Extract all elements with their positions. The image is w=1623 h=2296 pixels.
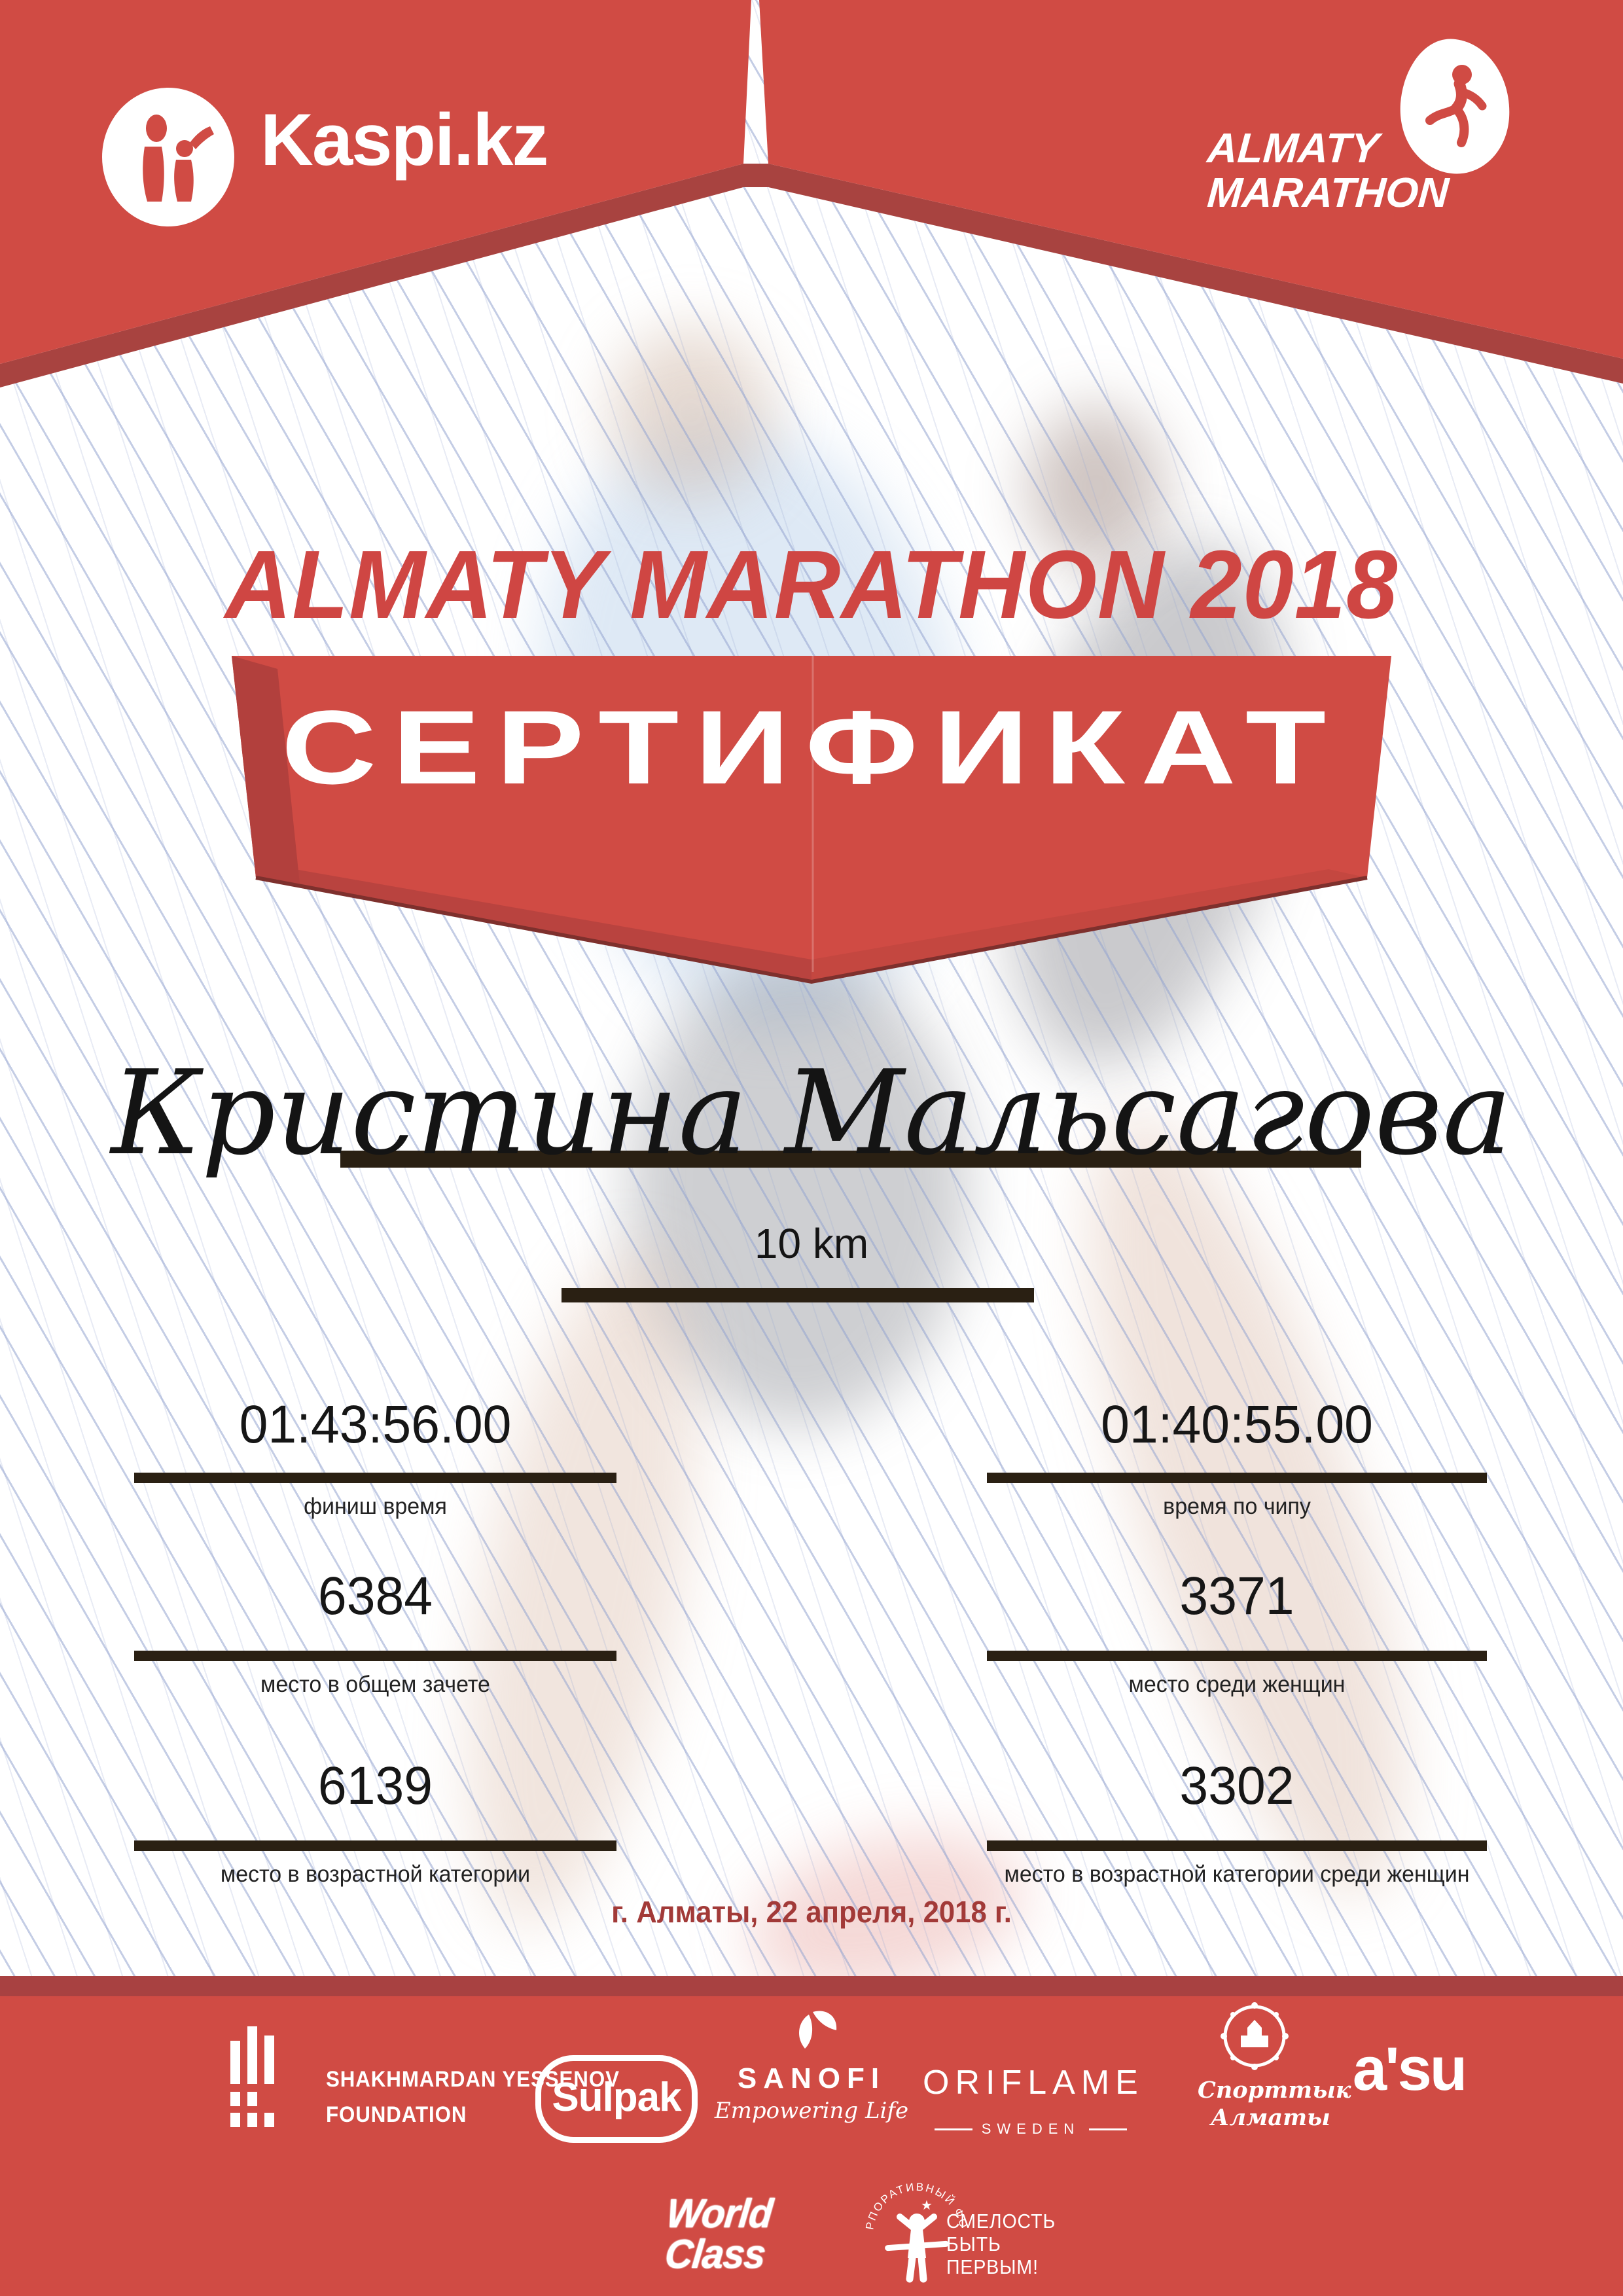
footer-shadow-strip (0, 1976, 1623, 1996)
chip-time-label: время по чипу (1163, 1494, 1311, 1519)
corporate-fund-logo-icon: КОРПОРАТИВНЫЙ ФОНД ★ (859, 2166, 969, 2283)
world-class-logo-text: World Class (662, 2191, 775, 2277)
sanofi-bird-icon (799, 2011, 837, 2049)
age-place-label: место в возрастной категории (220, 1861, 531, 1887)
recipient-name: Кристина Мальсагова (111, 1045, 1512, 1181)
distance-underline-bar (562, 1288, 1034, 1302)
sport-almaty-text-line1: Спорттык (1198, 2077, 1351, 2104)
certificate-ribbon-shape (232, 656, 1391, 984)
oriflame-logo-text: ORIFLAME (923, 2064, 1144, 2102)
fund-star-icon: ★ (921, 2198, 933, 2213)
almaty-marathon-egg-icon (1400, 39, 1510, 174)
certificate-ribbon-label: СЕРТИФИКАТ (281, 689, 1342, 806)
yessenov-foundation-name-line2: FOUNDATION (326, 2102, 467, 2127)
sanofi-tagline: Empowering Life (714, 2098, 909, 2124)
fund-tagline-line2: БЫТЬ (946, 2233, 1001, 2255)
fund-tagline-line3: ПЕРВЫМ! (946, 2255, 1039, 2278)
oriflame-sweden-text: SWEDEN (981, 2121, 1080, 2137)
oriflame-sweden-row: SWEDEN (923, 2121, 1139, 2138)
almaty-marathon-logo-line1: ALMATY (1205, 124, 1381, 171)
kaspi-logo-icon (102, 88, 234, 226)
kaspi-logo-text: Kaspi.kz (260, 99, 548, 181)
age-women-place-underline-bar (987, 1840, 1487, 1851)
asu-logo-text: a'su (1352, 2034, 1467, 2103)
sulpak-logo-text: Sulpak (552, 2075, 681, 2120)
oriflame-rule-left (934, 2128, 972, 2130)
women-place-value: 3371 (1179, 1566, 1294, 1626)
sport-almaty-text-line2: Алматы (1211, 2104, 1330, 2131)
name-underline-bar (340, 1151, 1361, 1168)
chip-time-underline-bar (987, 1473, 1487, 1483)
sport-almaty-emblem-icon (1221, 2002, 1289, 2070)
overall-place-value: 6384 (317, 1566, 433, 1626)
age-place-underline-bar (134, 1840, 616, 1851)
finish-time-value: 01:43:56.00 (239, 1395, 512, 1454)
sulpak-logo: Sulpak (535, 2055, 698, 2143)
women-place-label: место среди женщин (1128, 1672, 1346, 1697)
sanofi-logo-text: SANOFI (737, 2062, 886, 2094)
finish-time-label: финиш время (304, 1494, 447, 1519)
age-women-place-label: место в возрастной категории среди женщи… (1004, 1861, 1470, 1887)
event-title: ALMATY MARATHON 2018 (224, 531, 1399, 639)
fund-tagline-line1: СМЕЛОСТЬ (946, 2210, 1056, 2233)
overall-place-underline-bar (134, 1651, 616, 1661)
age-women-place-value: 3302 (1179, 1756, 1294, 1816)
yessenov-foundation-icon (230, 2026, 274, 2127)
fund-tagline: СМЕЛОСТЬ БЫТЬ ПЕРВЫМ! (946, 2210, 1056, 2278)
women-place-underline-bar (987, 1651, 1487, 1661)
age-place-value: 6139 (317, 1756, 433, 1816)
overall-place-label: место в общем зачете (260, 1672, 490, 1697)
distance-value: 10 km (754, 1220, 869, 1267)
chip-time-value: 01:40:55.00 (1101, 1395, 1373, 1454)
event-date: г. Алматы, 22 апреля, 2018 г. (611, 1895, 1012, 1929)
finish-time-underline-bar (134, 1473, 616, 1483)
oriflame-rule-right (1089, 2128, 1128, 2130)
